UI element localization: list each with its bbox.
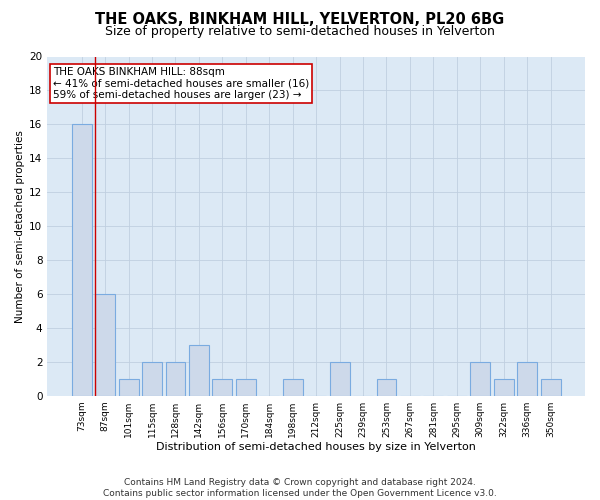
Bar: [236, 378, 256, 396]
Bar: [494, 378, 514, 396]
Bar: [72, 124, 92, 396]
Text: THE OAKS, BINKHAM HILL, YELVERTON, PL20 6BG: THE OAKS, BINKHAM HILL, YELVERTON, PL20 …: [95, 12, 505, 28]
Bar: [142, 362, 162, 396]
Text: THE OAKS BINKHAM HILL: 88sqm
← 41% of semi-detached houses are smaller (16)
59% : THE OAKS BINKHAM HILL: 88sqm ← 41% of se…: [53, 66, 309, 100]
Bar: [329, 362, 350, 396]
Bar: [119, 378, 139, 396]
Y-axis label: Number of semi-detached properties: Number of semi-detached properties: [15, 130, 25, 322]
Bar: [95, 294, 115, 396]
X-axis label: Distribution of semi-detached houses by size in Yelverton: Distribution of semi-detached houses by …: [156, 442, 476, 452]
Bar: [189, 345, 209, 396]
Bar: [212, 378, 232, 396]
Bar: [470, 362, 490, 396]
Bar: [541, 378, 560, 396]
Bar: [377, 378, 397, 396]
Bar: [517, 362, 537, 396]
Bar: [283, 378, 302, 396]
Text: Contains HM Land Registry data © Crown copyright and database right 2024.
Contai: Contains HM Land Registry data © Crown c…: [103, 478, 497, 498]
Bar: [166, 362, 185, 396]
Text: Size of property relative to semi-detached houses in Yelverton: Size of property relative to semi-detach…: [105, 25, 495, 38]
